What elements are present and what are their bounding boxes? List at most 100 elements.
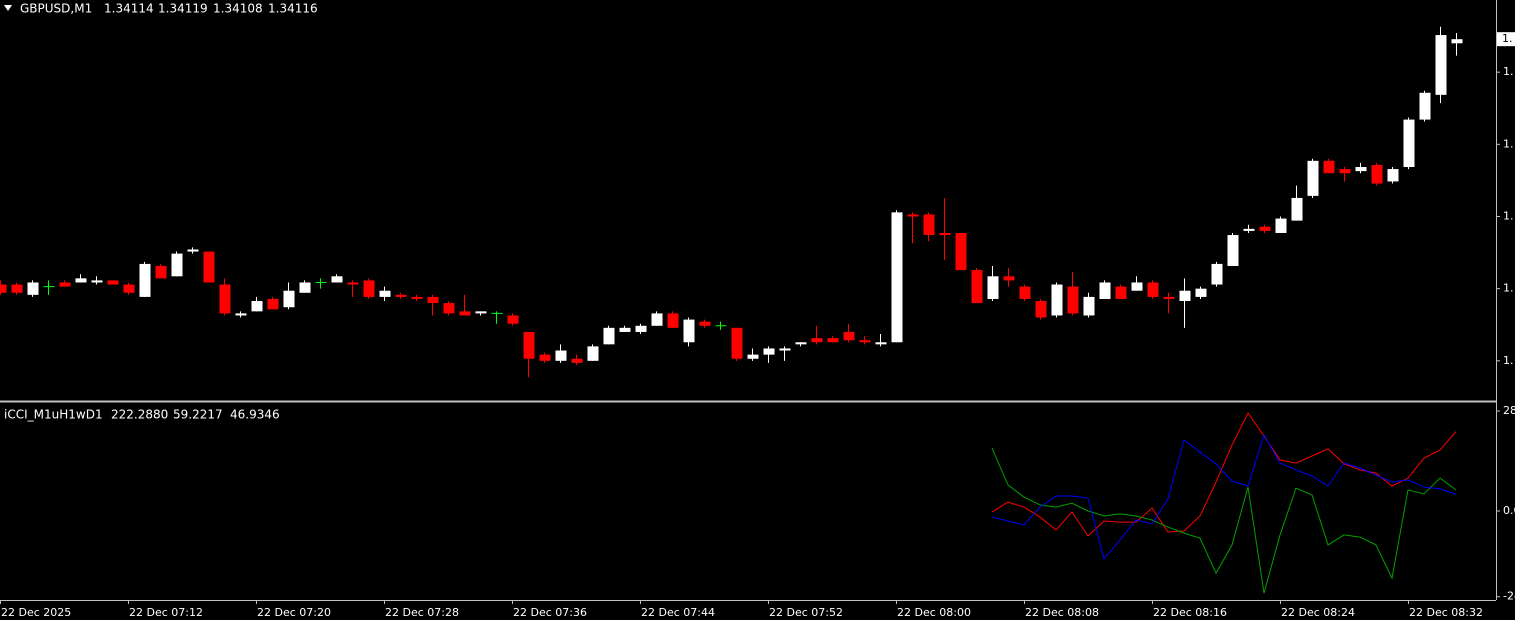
candle-body xyxy=(363,280,375,297)
x-tick-label: 22 Dec 07:20 xyxy=(257,606,331,619)
candle-body xyxy=(187,249,199,252)
indicator-value: 222.2880 xyxy=(111,408,168,422)
x-tick-label: 22 Dec 07:28 xyxy=(385,606,459,619)
candle-body xyxy=(411,296,423,299)
candle-body xyxy=(1387,169,1399,182)
candle-body xyxy=(1291,197,1303,221)
candle-body xyxy=(811,338,823,343)
candle-body xyxy=(1195,288,1207,297)
candle-body xyxy=(347,282,359,285)
candle-body xyxy=(875,342,887,345)
candle-body xyxy=(603,327,615,345)
indicator-title: iCCI_M1uH1wD1 xyxy=(4,408,103,422)
candle-body xyxy=(859,340,871,343)
price-pane xyxy=(0,26,1463,378)
y-tick-label: 0.0 xyxy=(1503,504,1515,517)
header-open: 1.34114 xyxy=(104,2,154,16)
candle-body xyxy=(267,298,279,310)
candle-body xyxy=(635,325,647,332)
candle-body xyxy=(795,342,807,345)
candle-body xyxy=(763,348,775,355)
indicator-value: 46.9346 xyxy=(230,408,280,422)
candle-body xyxy=(571,358,583,363)
candle-body xyxy=(123,284,135,293)
candle-body xyxy=(683,319,695,343)
current-price-label: 1. xyxy=(1502,32,1513,45)
y-tick-label: 1. xyxy=(1503,282,1514,295)
indicator-line xyxy=(991,433,1457,560)
candle-body xyxy=(699,321,711,326)
candle-body xyxy=(523,331,535,359)
candle-body xyxy=(59,282,71,287)
candle-body xyxy=(0,284,7,293)
candle-body xyxy=(251,301,263,312)
y-tick-label: 1. xyxy=(1503,65,1514,78)
candle-body xyxy=(235,313,247,316)
indicator-line xyxy=(991,447,1457,594)
candle-body xyxy=(331,276,343,283)
candle-body xyxy=(395,294,407,297)
header-low: 1.34108 xyxy=(213,2,263,16)
candle-body xyxy=(539,354,551,361)
candle-body xyxy=(1115,286,1127,299)
candle-body xyxy=(27,282,39,295)
current-price-box xyxy=(1497,32,1515,47)
candle-body xyxy=(1307,160,1319,196)
candle-body xyxy=(1163,296,1175,299)
candle-body xyxy=(203,251,215,283)
candle-body xyxy=(1099,282,1111,299)
candle-body xyxy=(299,282,311,293)
candle-body xyxy=(1355,167,1367,172)
candle-body xyxy=(731,327,743,359)
candle-body xyxy=(747,354,759,359)
symbol-title: GBPUSD,M1 xyxy=(20,2,92,16)
candle-body xyxy=(1371,164,1383,184)
header-high: 1.34119 xyxy=(158,2,208,16)
candle-body xyxy=(1451,39,1463,44)
candle-body xyxy=(139,263,151,297)
candle-body xyxy=(555,350,567,361)
candle-body xyxy=(619,327,631,332)
candle-body xyxy=(427,296,439,304)
candle-body xyxy=(1067,286,1079,314)
candle-body xyxy=(11,284,23,293)
candle-body xyxy=(1243,228,1255,231)
x-tick-label: 22 Dec 07:52 xyxy=(769,606,843,619)
candle-body xyxy=(155,265,167,279)
candle-body xyxy=(667,313,679,328)
x-tick-label: 22 Dec 07:44 xyxy=(641,606,715,619)
candle-body xyxy=(507,315,519,324)
y-tick-label: -24 xyxy=(1503,590,1515,603)
candle-body xyxy=(91,280,103,283)
candle-body xyxy=(939,232,951,236)
candle-body xyxy=(1323,160,1335,174)
candle-body xyxy=(1131,282,1143,291)
candle-body xyxy=(1403,119,1415,168)
candle-body xyxy=(779,348,791,351)
candle-body xyxy=(1275,218,1287,233)
candle-body xyxy=(443,303,455,314)
collapse-triangle[interactable] xyxy=(4,5,12,11)
x-tick-label: 22 Dec 08:08 xyxy=(1025,606,1099,619)
x-tick-label: 22 Dec 08:32 xyxy=(1409,606,1483,619)
candle-body xyxy=(107,280,119,285)
candle-body xyxy=(1083,296,1095,316)
candle-body xyxy=(907,214,919,217)
candle-body xyxy=(1259,226,1271,231)
x-tick-label: 22 Dec 08:24 xyxy=(1281,606,1355,619)
candle-body xyxy=(1003,276,1015,281)
candle-body xyxy=(219,284,231,314)
x-tick-label: 22 Dec 07:36 xyxy=(513,606,587,619)
x-tick-label: 22 Dec 07:12 xyxy=(129,606,203,619)
candle-body xyxy=(651,313,663,326)
x-tick-label: 22 Dec 2025 xyxy=(1,606,71,619)
x-tick-label: 22 Dec 08:00 xyxy=(897,606,971,619)
candle-body xyxy=(827,338,839,343)
candle-body xyxy=(1339,169,1351,174)
candle-body xyxy=(1147,282,1159,297)
candle-body xyxy=(923,214,935,236)
candle-body xyxy=(843,331,855,341)
candle-body xyxy=(971,270,983,304)
